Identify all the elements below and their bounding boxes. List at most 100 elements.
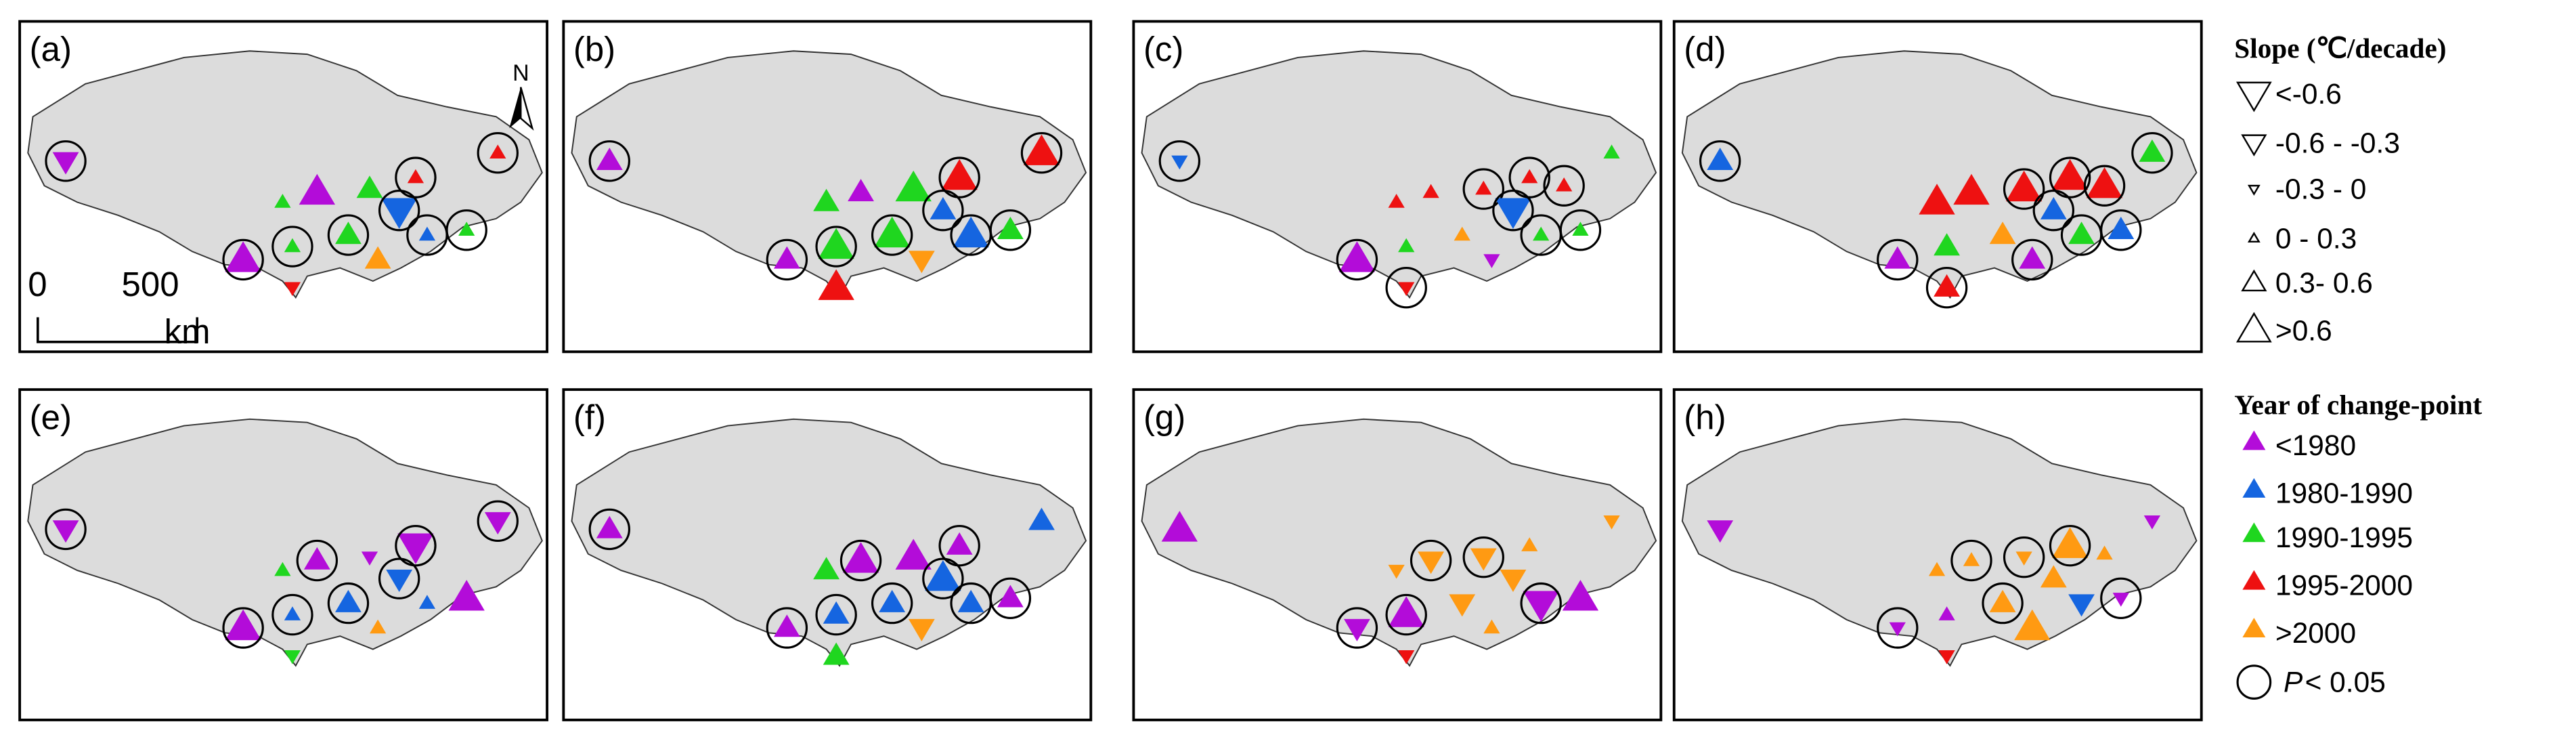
marker: [1388, 596, 1424, 627]
region-outline: [1681, 418, 2198, 667]
marker: [1938, 650, 1955, 664]
significance-circle: [327, 214, 370, 256]
marker: [2005, 170, 2043, 202]
marker: [274, 194, 291, 208]
marker: [335, 221, 362, 245]
marker: [946, 532, 973, 555]
marker: [458, 221, 475, 236]
marker: [225, 241, 261, 272]
marker: [1938, 606, 1955, 620]
marker: [418, 226, 436, 241]
marker: [1338, 241, 1376, 272]
significance-circle: [2003, 168, 2045, 210]
north-arrow-left: [509, 87, 521, 129]
marker: [773, 614, 800, 637]
region-outline: [27, 50, 543, 299]
marker: [1919, 184, 1955, 215]
marker: [2108, 216, 2135, 239]
marker: [1422, 184, 1439, 198]
legend-item: >0.6: [2275, 314, 2332, 346]
legend-circle: [2236, 664, 2272, 700]
marker: [1495, 198, 1531, 229]
marker: [380, 198, 418, 229]
marker: [1171, 155, 1188, 170]
marker: [484, 512, 511, 535]
legend-item: 0.3- 0.6: [2275, 267, 2373, 299]
legend-item: <-0.6: [2275, 78, 2342, 110]
marker: [335, 589, 362, 612]
marker: [848, 179, 874, 202]
marker: [2068, 221, 2095, 245]
marker: [284, 650, 301, 664]
marker: [895, 538, 932, 570]
legend-p: P: [2284, 666, 2303, 698]
significance-circle: [271, 226, 313, 268]
marker: [879, 589, 906, 612]
marker: [2040, 565, 2067, 588]
region-outline: [1141, 50, 1657, 299]
marker: [930, 196, 957, 219]
map-panel: (e): [18, 388, 549, 721]
legend-item: 1980-1990: [2275, 478, 2413, 509]
legend-item: 0 - 0.3: [2275, 222, 2357, 254]
marker: [925, 559, 961, 591]
legend-item: 1995-2000: [2275, 569, 2413, 601]
significance-circle: [327, 582, 370, 624]
marker: [1572, 221, 1589, 236]
marker: [1028, 507, 1055, 530]
significance-circle: [1508, 156, 1550, 198]
marker: [1603, 515, 1620, 530]
region-outline: [571, 50, 1087, 299]
region-outline: [1681, 50, 2198, 299]
marker: [284, 606, 301, 620]
significance-circle: [1492, 189, 1534, 232]
region-outline: [1141, 418, 1657, 667]
map-panel: (d): [1672, 20, 2203, 354]
significance-circle: [1543, 165, 1585, 207]
significance-circle: [815, 593, 857, 636]
marker: [1928, 562, 1946, 576]
marker: [2235, 312, 2272, 343]
marker: [596, 515, 623, 538]
marker: [1523, 591, 1559, 622]
significance-circle: [296, 539, 339, 582]
legend-item: -0.6 - -0.3: [2275, 127, 2400, 159]
panel-label: (h): [1684, 398, 1726, 436]
significance-circle: [477, 132, 519, 174]
north-arrow: N: [509, 60, 534, 131]
significance-circle: [989, 577, 1032, 620]
marker: [1989, 589, 2016, 612]
marker: [1963, 552, 1980, 566]
significance-circle: [588, 140, 630, 182]
significance-circle: [871, 214, 913, 256]
marker: [1889, 622, 1906, 637]
significance-circle: [922, 557, 964, 599]
legend-item: >2000: [2275, 617, 2356, 649]
marker: [2242, 570, 2266, 590]
marker: [1562, 580, 1599, 611]
panel-label: (g): [1143, 398, 1185, 436]
marker: [997, 585, 1024, 608]
marker: [386, 570, 413, 593]
significance-circle: [378, 557, 420, 599]
marker: [369, 619, 387, 634]
map-panel: (f): [562, 388, 1093, 721]
marker: [2112, 593, 2129, 607]
region-outline: [571, 418, 1087, 667]
marker: [957, 589, 984, 612]
marker: [1398, 238, 1415, 253]
significance-circle: [588, 508, 630, 551]
significance-circle: [1462, 536, 1504, 578]
map-panel: (g): [1132, 388, 1663, 721]
significance-circle: [271, 593, 313, 636]
north-arrow-right: [520, 87, 534, 131]
marker: [2242, 478, 2266, 498]
significance-circle: [871, 582, 913, 624]
scale-start: 0: [28, 265, 47, 303]
significance-circle: [1877, 607, 1919, 649]
significance-circle: [839, 539, 882, 582]
significance-circle: [2083, 165, 2126, 207]
marker: [2241, 134, 2267, 156]
marker: [448, 580, 485, 611]
marker: [2143, 515, 2161, 530]
